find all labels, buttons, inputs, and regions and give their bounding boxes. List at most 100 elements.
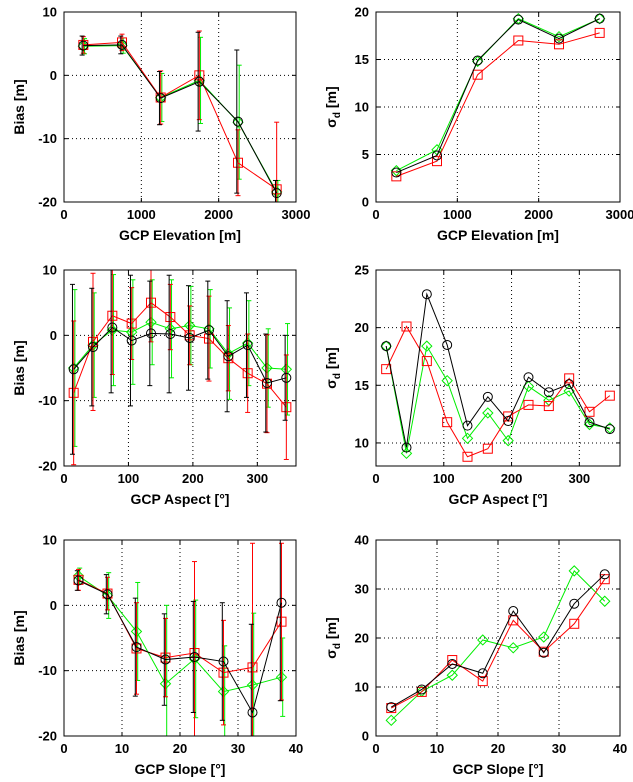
marker-circle (189, 651, 200, 662)
y-tick-label: 0 (50, 598, 57, 613)
marker-square (604, 390, 615, 401)
y-tick-label: 20 (355, 5, 369, 20)
y-axis-label-symbol: σ (323, 118, 339, 128)
x-tick-label: 30 (552, 741, 566, 756)
x-tick-label: 0 (60, 207, 67, 222)
x-tick-label: 20 (491, 741, 505, 756)
marker-circle (126, 335, 137, 346)
marker-square (543, 401, 554, 412)
marker-circle (569, 598, 580, 609)
marker-circle (131, 642, 142, 653)
marker-circle (462, 420, 473, 431)
y-axis-label-unit: [m] (323, 86, 339, 112)
y-axis-label-symbol: σ (323, 649, 339, 659)
marker-circle (604, 424, 615, 435)
x-axis-label: GCP Elevation [m] (437, 227, 559, 243)
marker-square (594, 27, 605, 38)
x-tick-label: 1000 (443, 207, 472, 222)
x-tick-label: 1000 (127, 207, 156, 222)
axes-frame (63, 269, 297, 467)
marker-diamond (482, 407, 494, 419)
series-red (68, 270, 292, 466)
x-tick-label: 100 (433, 471, 455, 486)
marker-circle (262, 378, 272, 389)
marker-square (117, 37, 127, 48)
series-black (73, 540, 287, 736)
x-tick-label: 2000 (204, 207, 233, 222)
marker-circle (276, 597, 287, 608)
y-tick-label: 25 (355, 263, 369, 278)
marker-square (146, 297, 156, 308)
marker-square (421, 356, 432, 367)
marker-circle (242, 340, 253, 351)
marker-diamond (421, 340, 433, 352)
marker-square (477, 676, 488, 687)
y-axis-label-subscript: d (332, 112, 343, 118)
marker-diamond (568, 565, 580, 577)
series-line (396, 32, 600, 177)
x-axis-label: GCP Slope [°] (135, 761, 226, 777)
x-axis-label: GCP Slope [°] (453, 761, 544, 777)
marker-square (482, 443, 493, 454)
marker-diamond (446, 669, 458, 681)
data-layer (77, 30, 283, 202)
y-axis-label: Bias [m] (11, 79, 27, 134)
marker-square (218, 667, 229, 678)
plot-area (64, 270, 296, 466)
data-layer (72, 540, 288, 736)
marker-circle (381, 341, 392, 352)
y-tick-label: 15 (355, 378, 369, 393)
marker-circle (88, 342, 98, 353)
series-black (381, 289, 615, 453)
y-tick-label: 30 (355, 582, 369, 597)
x-tick-label: 10 (115, 741, 129, 756)
x-tick-label: 40 (289, 741, 303, 756)
marker-circle (247, 707, 258, 718)
y-tick-label: 5 (362, 147, 369, 162)
marker-square (432, 156, 442, 167)
marker-circle (523, 372, 534, 383)
marker-circle (564, 379, 575, 390)
x-tick-label: 40 (613, 741, 627, 756)
marker-circle (416, 684, 427, 695)
series-red (391, 27, 605, 182)
x-tick-label: 0 (60, 741, 67, 756)
marker-square (204, 333, 214, 344)
y-axis-label: σd [m] (323, 347, 343, 388)
y-tick-label: 10 (43, 533, 57, 548)
series-line (390, 573, 606, 708)
y-tick-label: 0 (362, 195, 369, 210)
marker-diamond (538, 631, 550, 643)
series-line (83, 44, 278, 194)
marker-diamond (471, 55, 484, 68)
marker-circle (218, 656, 229, 667)
x-tick-label: 10 (430, 741, 444, 756)
series-line (78, 575, 282, 693)
marker-circle (102, 589, 113, 600)
marker-circle (472, 55, 483, 66)
marker-circle (155, 93, 166, 104)
x-tick-label: 0 (60, 471, 67, 486)
marker-circle (184, 332, 195, 343)
marker-circle (508, 606, 519, 617)
marker-circle (543, 387, 554, 398)
marker-diamond (400, 447, 413, 460)
x-tick-label: 30 (231, 741, 245, 756)
y-tick-label: -10 (38, 393, 57, 408)
marker-circle (117, 39, 127, 50)
marker-circle (107, 322, 118, 333)
marker-square (242, 368, 253, 379)
marker-square (569, 618, 580, 629)
y-tick-label: 10 (43, 263, 57, 278)
marker-circle (477, 668, 488, 679)
plot-area (64, 12, 296, 202)
y-tick-label: 10 (355, 680, 369, 695)
marker-square (281, 402, 292, 413)
y-tick-label: -10 (38, 131, 57, 146)
y-tick-label: 0 (50, 328, 57, 343)
y-axis-label: σd [m] (323, 86, 343, 127)
marker-diamond (385, 714, 397, 727)
x-tick-label: 3000 (282, 207, 311, 222)
data-layer (390, 12, 606, 182)
y-axis-label: Bias [m] (11, 340, 27, 395)
